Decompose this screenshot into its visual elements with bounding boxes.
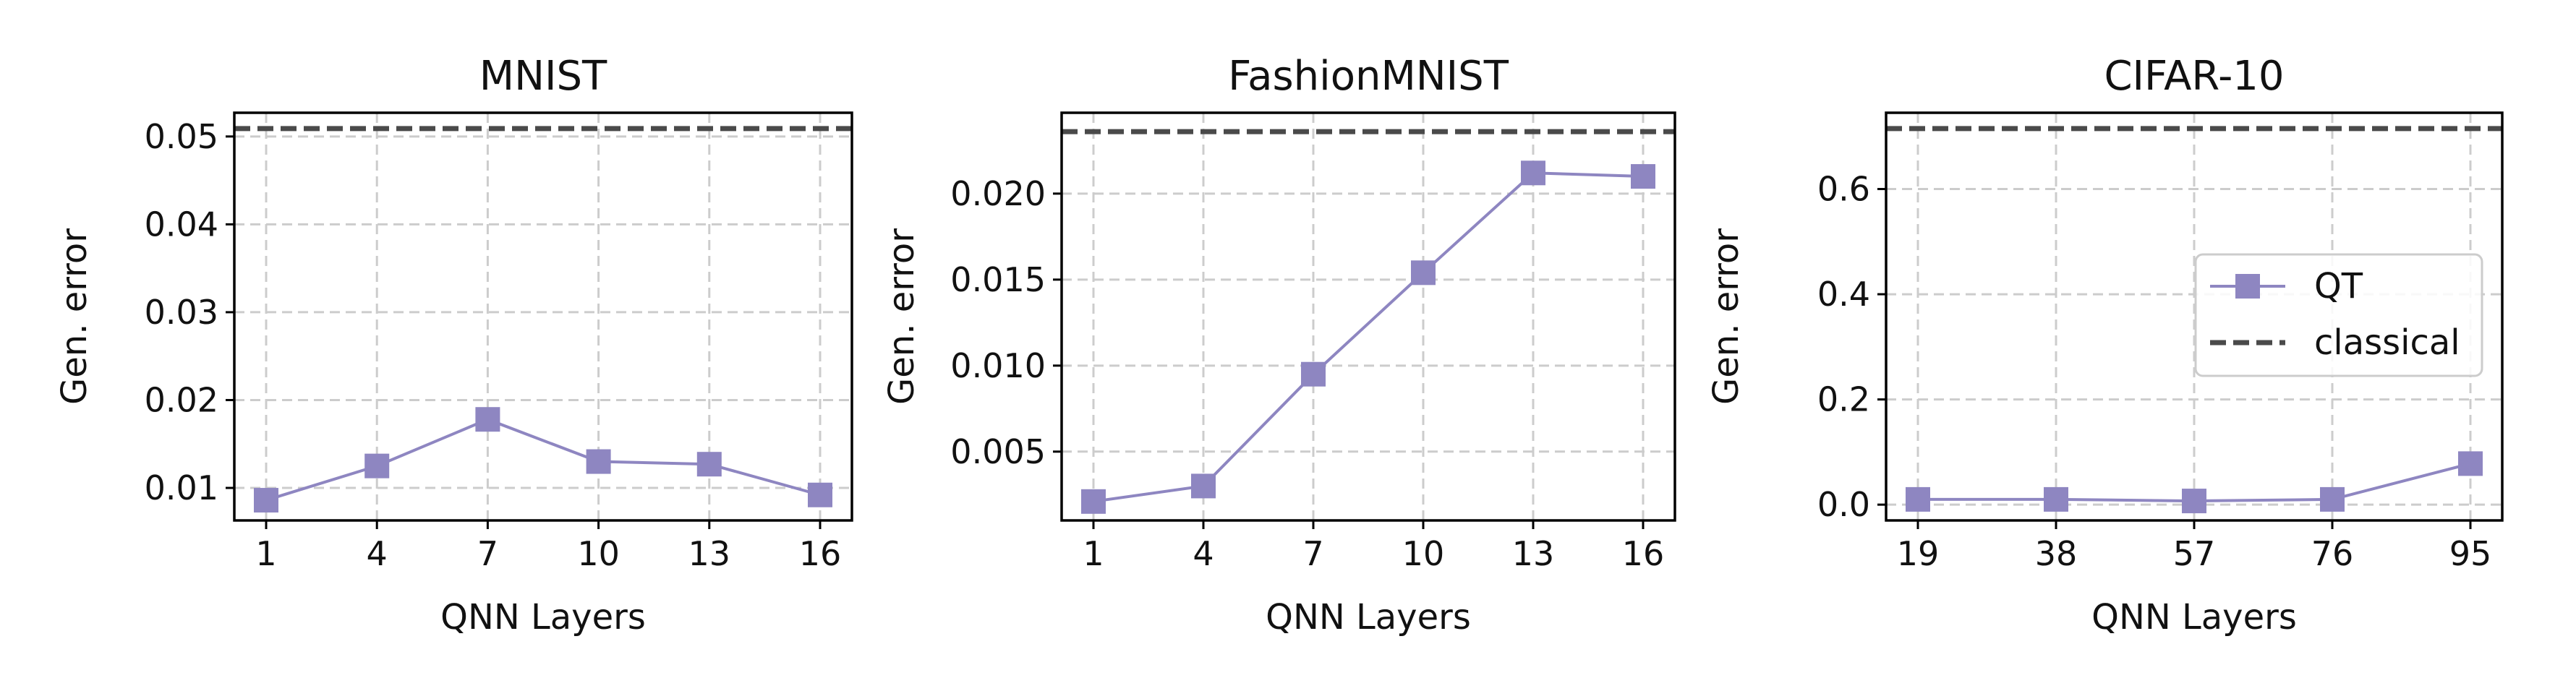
panel-mnist: 1 4 7 10 13 16 0.01 0.02 0.03 0.04 0.05 MNIST QNN La… (54, 53, 853, 638)
qt-point (2044, 486, 2068, 512)
panel-title: CIFAR-10 (2104, 53, 2284, 100)
qt-point (696, 452, 722, 477)
qt-point (1081, 489, 1106, 514)
qt-point (1631, 164, 1655, 189)
x-tick-label: 1 (1083, 534, 1104, 573)
panel-title: FashionMNIST (1228, 53, 1509, 100)
y-tick-label: 0.02 (145, 380, 218, 419)
qt-point (364, 453, 390, 479)
qt-point (808, 482, 832, 507)
x-axis-label: QNN Layers (440, 597, 646, 638)
x-tick-label: 10 (1402, 534, 1445, 573)
qt-point (1906, 486, 1930, 512)
qt-point (1411, 260, 1436, 286)
qt-point (2458, 451, 2483, 476)
legend-qt-marker (2235, 274, 2260, 299)
x-axis-label: QNN Layers (2091, 597, 2297, 638)
axes-frame (1060, 111, 1676, 522)
x-axis-label: QNN Layers (1266, 597, 1471, 638)
x-tick-label: 19 (1897, 534, 1940, 573)
legend-classical-label: classical (2314, 322, 2460, 363)
legend-qt-label: QT (2314, 266, 2363, 306)
qt-series-line (1093, 171, 1644, 503)
x-tick-label: 95 (2449, 534, 2492, 573)
x-tick-label: 13 (688, 534, 731, 573)
x-tick-label: 4 (367, 534, 388, 573)
x-tick-label: 7 (1302, 534, 1323, 573)
x-tick-label: 13 (1512, 534, 1555, 573)
axes-frame (233, 111, 853, 522)
y-tick-label: 0.05 (145, 117, 218, 156)
qt-point (1191, 473, 1216, 499)
qt-point (2182, 489, 2206, 514)
y-tick-label: 0.015 (950, 260, 1046, 299)
x-tick-label: 4 (1193, 534, 1214, 573)
y-tick-label: 0.0 (1817, 485, 1870, 524)
qt-series-line (265, 418, 821, 502)
qt-point (586, 449, 611, 474)
y-tick-label: 0.6 (1817, 170, 1870, 209)
y-tick-label: 0.4 (1817, 275, 1870, 314)
y-tick-label: 0.2 (1817, 380, 1870, 419)
x-tick-label: 57 (2173, 534, 2216, 573)
x-tick-label: 76 (2311, 534, 2354, 573)
y-axis-label: Gen. error (54, 228, 95, 405)
x-tick-label: 1 (255, 534, 276, 573)
x-tick-label: 16 (1622, 534, 1665, 573)
x-tick-label: 38 (2035, 534, 2078, 573)
panel-title: MNIST (479, 53, 607, 100)
x-tick-label: 10 (577, 534, 620, 573)
y-tick-label: 0.020 (950, 174, 1046, 213)
y-tick-label: 0.03 (145, 293, 218, 332)
x-tick-label: 16 (799, 534, 842, 573)
qt-point (2320, 486, 2345, 512)
x-tick-label: 7 (477, 534, 498, 573)
panel-fashionmnist: 1 4 7 10 13 16 0.005 0.010 0.015 0.020 FashionMNIS… (882, 53, 1676, 638)
y-axis-label: Gen. error (882, 228, 922, 405)
qt-point (1521, 160, 1545, 186)
panel-cifar10: 19 38 57 76 95 0.0 0.2 0.4 0.6 CIFAR-10 QNN Layers… (1706, 53, 2504, 638)
legend: QT classical (2194, 253, 2483, 377)
y-tick-label: 0.005 (950, 432, 1046, 471)
y-tick-label: 0.04 (145, 205, 218, 244)
qt-point (254, 488, 278, 513)
y-tick-label: 0.01 (145, 468, 218, 507)
y-tick-label: 0.010 (950, 346, 1046, 385)
qt-point (475, 407, 500, 432)
y-axis-label: Gen. error (1706, 228, 1747, 405)
qt-point (1301, 361, 1326, 387)
